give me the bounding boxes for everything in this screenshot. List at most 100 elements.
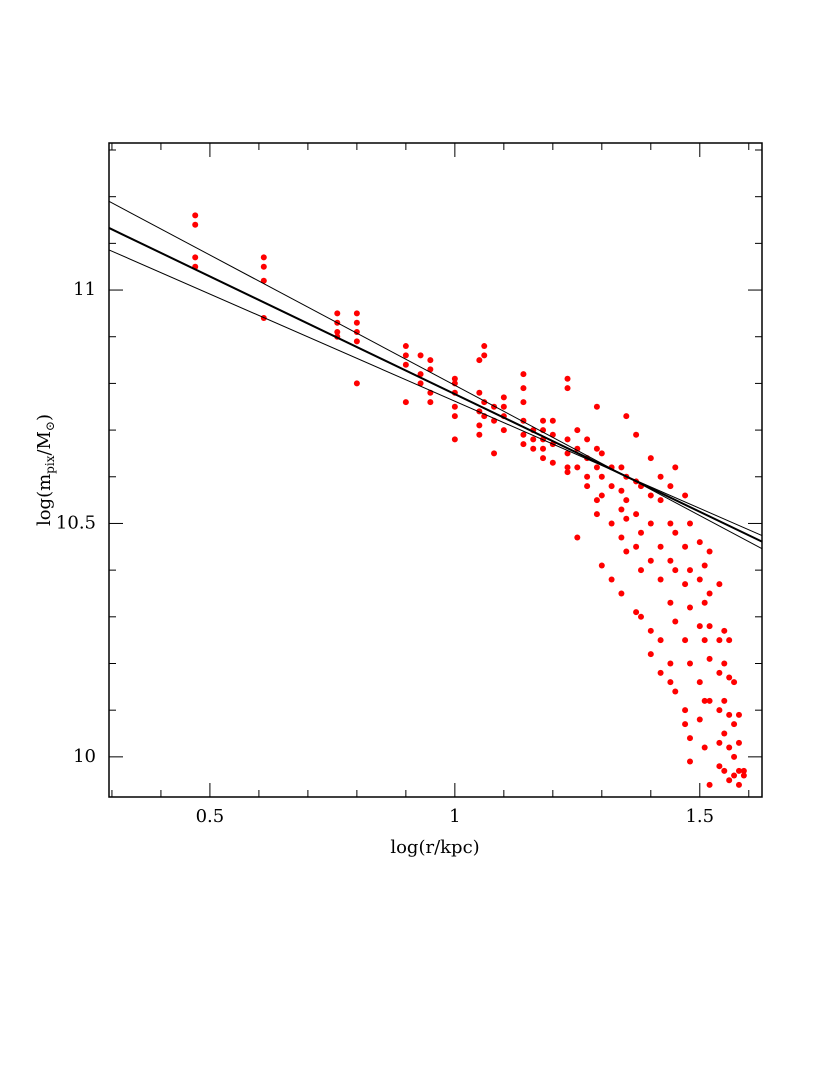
- data-point: [657, 497, 664, 504]
- data-point: [672, 618, 679, 625]
- data-point: [353, 380, 360, 387]
- data-point: [334, 329, 341, 336]
- data-point: [476, 357, 483, 364]
- data-point: [706, 697, 713, 704]
- data-point: [667, 660, 674, 667]
- data-point: [686, 567, 693, 574]
- data-point: [593, 445, 600, 452]
- data-point: [686, 758, 693, 765]
- data-point: [530, 436, 537, 443]
- data-point: [701, 562, 708, 569]
- data-point: [564, 464, 571, 471]
- data-point: [520, 431, 527, 438]
- data-point: [647, 627, 654, 634]
- data-point: [686, 604, 693, 611]
- data-point: [686, 660, 693, 667]
- data-point: [672, 464, 679, 471]
- data-point: [716, 707, 723, 714]
- data-point: [481, 343, 488, 350]
- data-point: [564, 385, 571, 392]
- data-point: [696, 679, 703, 686]
- data-point: [574, 445, 581, 452]
- data-point: [667, 483, 674, 490]
- data-point: [701, 744, 708, 751]
- data-point: [735, 767, 742, 774]
- data-point: [192, 221, 199, 228]
- data-point: [647, 520, 654, 527]
- data-point: [647, 492, 654, 499]
- data-point: [623, 497, 630, 504]
- data-point: [353, 310, 360, 317]
- y-tick-label: 10.5: [56, 512, 96, 533]
- data-point: [706, 655, 713, 662]
- data-point: [451, 403, 458, 410]
- data-point: [584, 436, 591, 443]
- data-point: [540, 417, 547, 424]
- data-point: [731, 772, 738, 779]
- data-point: [633, 511, 640, 518]
- data-point: [260, 254, 267, 261]
- data-point: [608, 483, 615, 490]
- data-point: [735, 711, 742, 718]
- data-point: [726, 637, 733, 644]
- data-point: [657, 576, 664, 583]
- data-point: [638, 529, 645, 536]
- data-point: [716, 739, 723, 746]
- data-point: [427, 366, 434, 373]
- data-point: [584, 483, 591, 490]
- fit-line: [108, 249, 763, 537]
- data-point: [735, 781, 742, 788]
- data-point: [427, 399, 434, 406]
- plot-frame: [108, 142, 763, 798]
- y-axis-label: log(mpix/M⊙): [34, 414, 57, 526]
- data-point: [530, 445, 537, 452]
- data-point: [696, 623, 703, 630]
- data-point: [192, 254, 199, 261]
- data-point: [706, 781, 713, 788]
- data-point: [721, 660, 728, 667]
- data-point: [618, 464, 625, 471]
- x-axis-label: log(r/kpc): [390, 837, 479, 858]
- data-point: [598, 473, 605, 480]
- data-point: [633, 543, 640, 550]
- data-point: [740, 772, 747, 779]
- data-point: [417, 371, 424, 378]
- data-point: [593, 464, 600, 471]
- data-point: [618, 534, 625, 541]
- data-point: [402, 352, 409, 359]
- x-tick-label: 0.5: [196, 806, 225, 827]
- data-point: [701, 697, 708, 704]
- data-point: [721, 767, 728, 774]
- data-point: [731, 721, 738, 728]
- data-point: [520, 371, 527, 378]
- data-point: [402, 361, 409, 368]
- data-point: [716, 669, 723, 676]
- data-point: [598, 562, 605, 569]
- data-point: [667, 557, 674, 564]
- data-point: [701, 637, 708, 644]
- data-point: [618, 590, 625, 597]
- data-point: [672, 567, 679, 574]
- data-point: [647, 651, 654, 658]
- data-point: [584, 473, 591, 480]
- data-point: [608, 520, 615, 527]
- data-point: [334, 310, 341, 317]
- data-point: [623, 515, 630, 522]
- data-point: [716, 637, 723, 644]
- data-point: [353, 319, 360, 326]
- data-point: [682, 721, 689, 728]
- data-point: [726, 777, 733, 784]
- data-point: [706, 590, 713, 597]
- data-point: [716, 763, 723, 770]
- data-point: [647, 557, 654, 564]
- data-point: [633, 609, 640, 616]
- data-point: [476, 431, 483, 438]
- data-point: [735, 739, 742, 746]
- data-point: [696, 716, 703, 723]
- data-point: [682, 707, 689, 714]
- data-point: [696, 539, 703, 546]
- data-point: [638, 567, 645, 574]
- y-label-part: log(m: [34, 474, 55, 526]
